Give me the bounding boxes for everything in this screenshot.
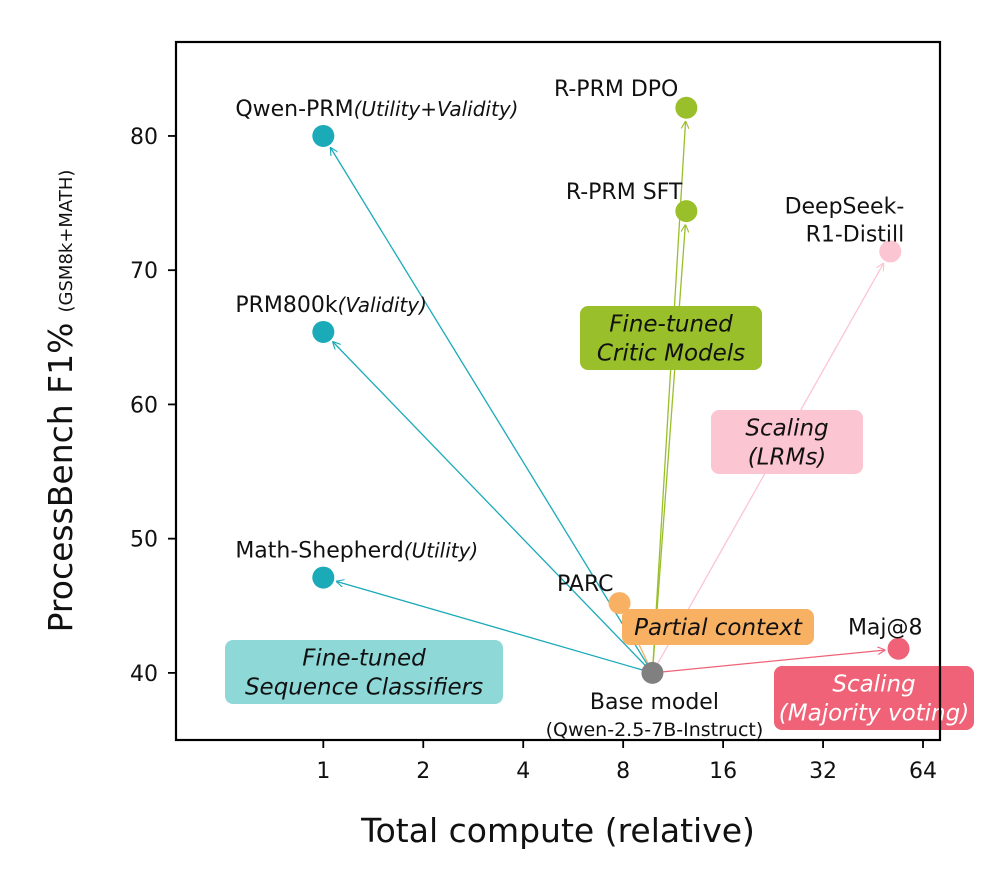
y-axis-title-sub: (GSM8k+MATH) (56, 170, 77, 313)
x-tick-label: 2 (416, 759, 430, 784)
label-base-model: Base model (590, 690, 719, 715)
arrow-to-qwen-prm (331, 148, 649, 667)
annotation-partial: Partial context (622, 609, 814, 645)
annotation-box (622, 609, 814, 645)
label-math-shepherd: Math-Shepherd(Utility) (235, 539, 478, 564)
axes-layer: 1 2 4 8 16 32 64 40 50 60 70 80 Total compute (relat… (41, 40, 942, 850)
point-parc (608, 592, 631, 615)
y-tick-label: 60 (130, 393, 158, 418)
label-deepseek-sub: R1-Distill (806, 222, 905, 247)
annotation-box (711, 410, 863, 474)
y-tick-label: 80 (130, 125, 158, 150)
plot-frame (174, 40, 942, 742)
point-r-prm-sft (675, 200, 698, 223)
point-r-prm-dpo (675, 96, 698, 119)
annotation-text: Critic Models (597, 341, 745, 367)
label-deepseek: DeepSeek- (785, 194, 905, 219)
annotation-text: Partial context (634, 615, 803, 641)
x-tick-label: 4 (516, 759, 530, 784)
annotation-box (225, 640, 503, 704)
point-qwen-prm (312, 124, 335, 147)
annotation-text: Scaling (745, 416, 828, 442)
base-point (641, 661, 664, 684)
annotation-box (580, 306, 762, 370)
point-maj-8 (887, 637, 910, 660)
annotation-text: (LRMs) (748, 445, 827, 471)
annotation-text: Fine-tuned (609, 312, 733, 338)
label-r-prm-sft: R-PRM SFT (566, 180, 683, 205)
annotation-maj: Scaling (Majority voting) (774, 666, 974, 730)
y-axis-title: ProcessBench F1% (GSM8k+MATH) (41, 170, 80, 633)
y-tick-label: 70 (130, 259, 158, 284)
label-qwen-prm: Qwen-PRM(Utility+Validity) (235, 97, 518, 122)
label-r-prm-dpo: R-PRM DPO (554, 77, 678, 102)
annotation-text: (Majority voting) (779, 701, 969, 727)
x-axis-title: Total compute (relative) (360, 811, 755, 850)
y-axis-title-main: ProcessBench F1% (41, 322, 80, 632)
x-tick-label: 64 (909, 759, 937, 784)
point-prm800k (312, 320, 335, 343)
label-parc: PARC (557, 572, 613, 597)
arrow-to-r-prm-sft (652, 225, 685, 665)
x-tick-label: 1 (316, 759, 330, 784)
annotation-box (774, 666, 974, 730)
y-tick-label: 50 (130, 528, 158, 553)
annotation-lrm: Scaling (LRMs) (711, 410, 863, 474)
label-prm800k: PRM800k(Validity) (235, 293, 427, 318)
data-points: Qwen-PRM(Utility+Validity) PRM800k(Validi… (235, 77, 922, 741)
annotation-text: Fine-tuned (302, 646, 426, 672)
point-deepseek (879, 240, 902, 263)
arrow-to-maj-8 (660, 650, 884, 673)
label-base-model-sub: (Qwen-2.5-7B-Instruct) (546, 719, 764, 741)
label-maj-8: Maj@8 (848, 616, 923, 641)
x-tick-label: 8 (616, 759, 630, 784)
arrow-to-prm800k (333, 342, 648, 668)
x-tick-label: 16 (709, 759, 737, 784)
arrow-to-math-shepherd (337, 581, 645, 672)
annotation-text: Sequence Classifiers (245, 675, 483, 701)
annotation-text: Scaling (832, 672, 915, 698)
x-tick-label: 32 (809, 759, 837, 784)
y-tick-label: 40 (130, 662, 158, 687)
annotation-seq: Fine-tuned Sequence Classifiers (225, 640, 503, 704)
annotation-critic: Fine-tuned Critic Models (580, 306, 762, 370)
point-math-shepherd (312, 566, 335, 589)
